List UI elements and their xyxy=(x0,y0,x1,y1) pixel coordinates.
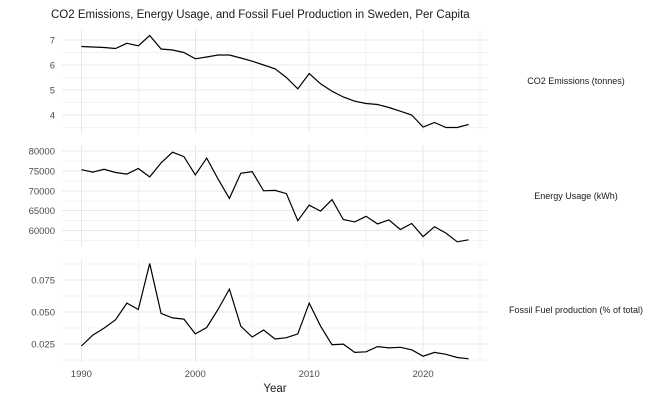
y-tick-label: 75000 xyxy=(29,166,55,177)
y-tick-label: 60000 xyxy=(29,226,55,237)
y-tick-label: 80000 xyxy=(29,146,55,157)
co2-emissions-line xyxy=(81,34,469,129)
y-tick-label: 6 xyxy=(50,61,55,72)
y-tick-label: 65000 xyxy=(29,206,55,217)
facet-label-co2-emissions: CO2 Emissions (tonnes) xyxy=(527,76,625,86)
y-tick-label: 5 xyxy=(50,86,55,97)
y-tick-label: 70000 xyxy=(29,186,55,197)
x-axis-title: Year xyxy=(263,383,287,395)
y-tick-label: 4 xyxy=(50,111,55,122)
y-tick-label: 7 xyxy=(50,36,55,47)
energy-usage-line xyxy=(81,151,469,243)
y-tick-label: 0.075 xyxy=(31,276,55,287)
x-tick-label: 2010 xyxy=(299,369,320,380)
y-tick-label: 0.025 xyxy=(31,340,55,351)
y-tick-label: 0.050 xyxy=(31,308,55,319)
x-tick-label: 2000 xyxy=(185,369,206,380)
chart-title: CO2 Emissions, Energy Usage, and Fossil … xyxy=(51,9,470,21)
x-tick-label: 2020 xyxy=(413,369,434,380)
x-tick-label: 1990 xyxy=(71,369,92,380)
fossil-fuel-production-line xyxy=(80,263,469,360)
facet-label-fossil-fuel: Fossil Fuel production (% of total) xyxy=(508,305,644,315)
facet-label-energy-usage: Energy Usage (kWh) xyxy=(534,191,618,201)
